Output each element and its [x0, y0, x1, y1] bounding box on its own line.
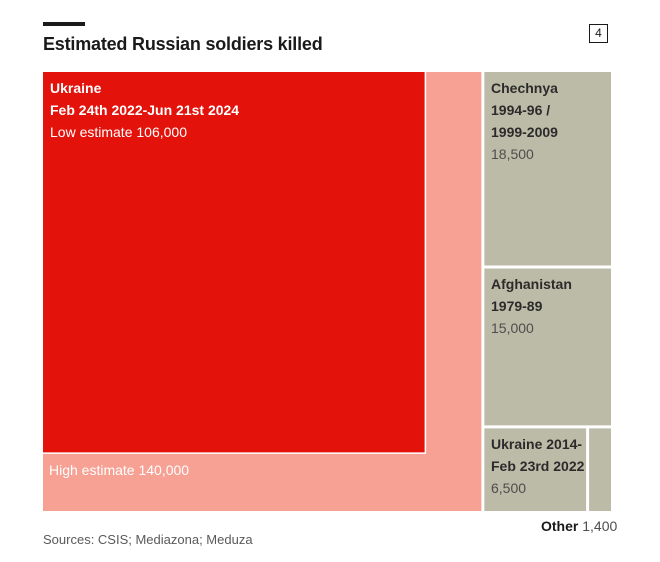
ukraine-war-name: Ukraine [50, 80, 102, 96]
afghanistan-value: 15,000 [491, 320, 534, 336]
source-note: Sources: CSIS; Mediazona; Meduza [43, 532, 253, 547]
afghanistan-name: Afghanistan [491, 276, 572, 292]
header-accent-bar [43, 22, 85, 26]
other-block [589, 428, 611, 511]
ukraine-war-label: Ukraine Feb 24th 2022-Jun 21st 2024 Low … [50, 77, 239, 143]
other-name: Other [541, 518, 579, 534]
ukraine-high-estimate-label: High estimate 140,000 [49, 462, 190, 478]
ukraine-war-period: Feb 24th 2022-Jun 21st 2024 [50, 102, 240, 118]
ukraine-2014-value: 6,500 [491, 480, 527, 496]
afghanistan-period: 1979-89 [491, 298, 543, 314]
chechnya-period-2: 1999-2009 [491, 124, 558, 140]
other-label: Other 1,400 [541, 518, 617, 534]
ukraine-2014-name: Ukraine 2014- [491, 436, 583, 452]
chechnya-name: Chechnya [491, 80, 558, 96]
chechnya-label: Chechnya 1994-96 / 1999-2009 18,500 [491, 77, 558, 165]
chechnya-value: 18,500 [491, 146, 534, 162]
afghanistan-block [484, 268, 611, 426]
other-value: 1,400 [582, 518, 618, 534]
chechnya-period-1: 1994-96 / [491, 102, 551, 118]
figure-number-badge: 4 [589, 24, 608, 43]
afghanistan-label: Afghanistan 1979-89 15,000 [491, 273, 572, 339]
ukraine-estimate-divider [43, 72, 427, 454]
ukraine-2014-block [484, 428, 587, 511]
ukraine-low-estimate-label: Low estimate 106,000 [50, 124, 187, 140]
ukraine-2014-period: Feb 23rd 2022 [491, 458, 585, 474]
chechnya-block [484, 72, 611, 266]
ukraine-low-estimate-block [43, 72, 426, 454]
chart-title: Estimated Russian soldiers killed [43, 34, 323, 54]
ukraine-2014-label: Ukraine 2014- Feb 23rd 2022 6,500 [491, 433, 584, 499]
